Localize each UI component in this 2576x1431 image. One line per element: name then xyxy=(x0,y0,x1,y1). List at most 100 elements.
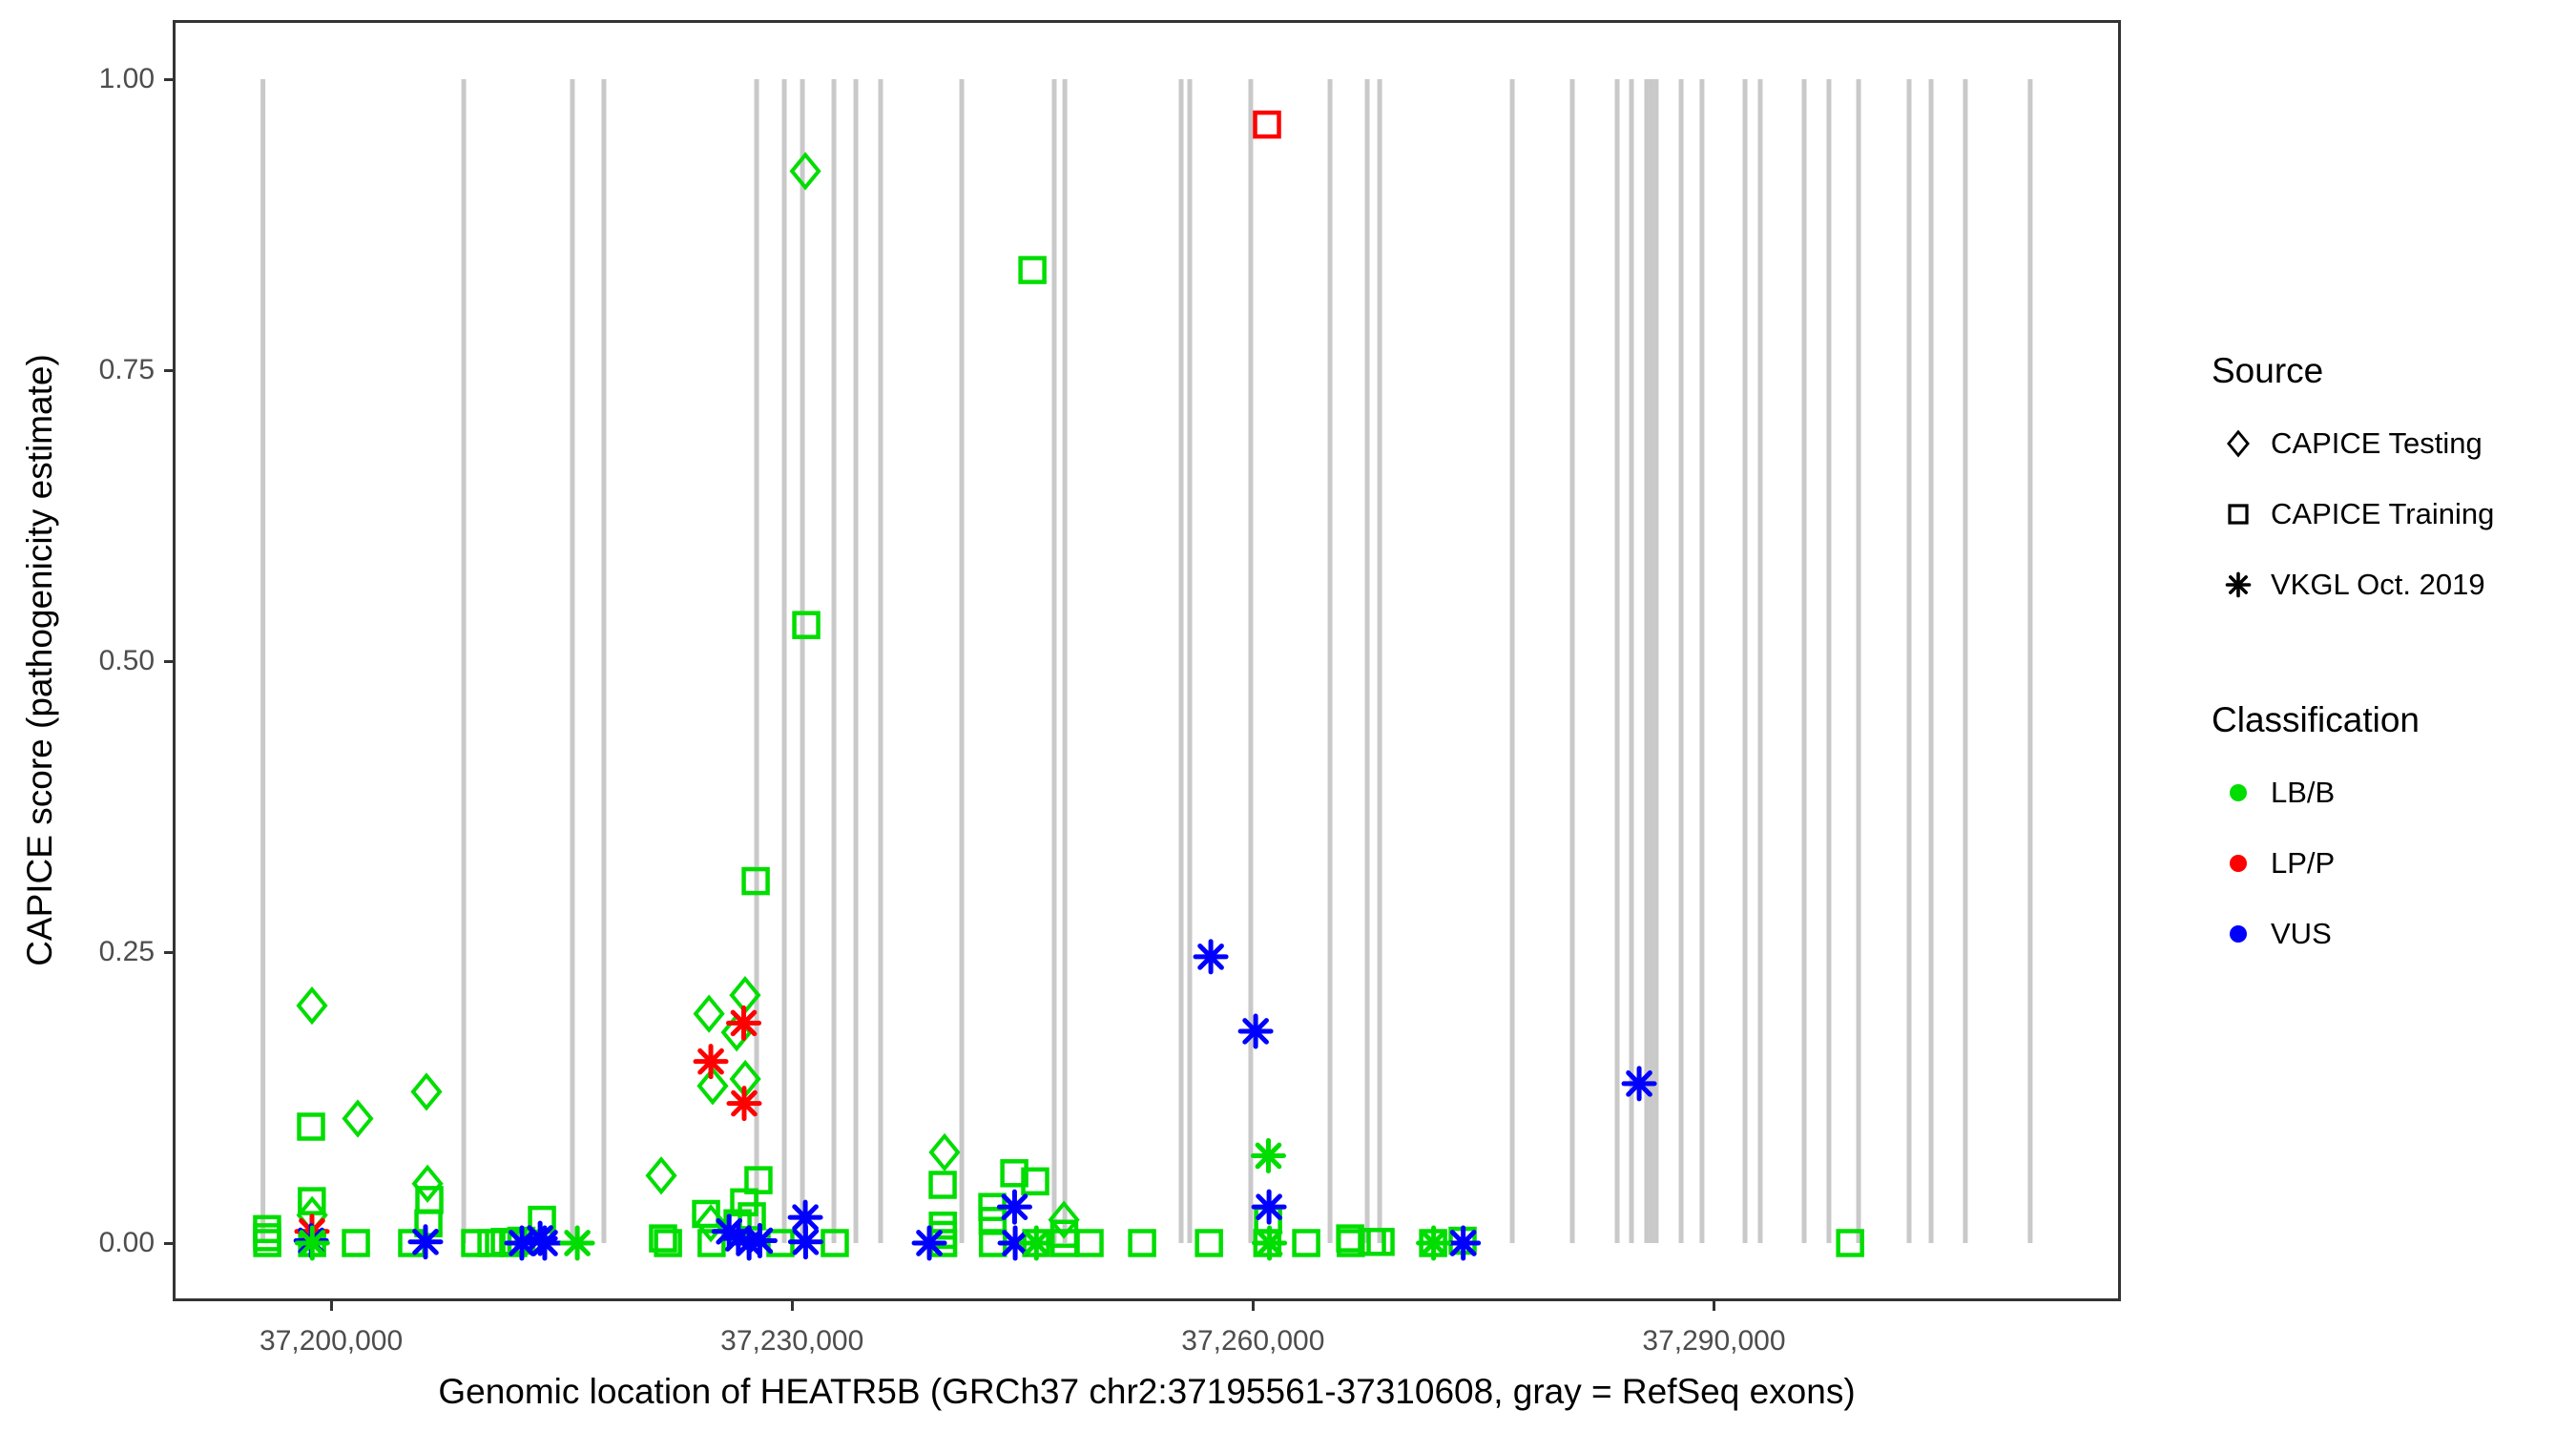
legend-source-rows: CAPICE Testing CAPICE Training VKGL Oct. 2… xyxy=(2212,408,2494,620)
legend-classification-title: Classification xyxy=(2212,700,2420,739)
data-point xyxy=(1836,1229,1864,1257)
x-tick-label: 37,200,000 xyxy=(260,1325,404,1357)
data-point xyxy=(726,1086,762,1122)
data-point xyxy=(928,1211,957,1240)
data-point xyxy=(298,1187,326,1215)
x-tick-mark xyxy=(329,1300,333,1311)
data-point xyxy=(1337,1229,1365,1257)
data-point xyxy=(696,1067,729,1106)
data-point xyxy=(996,1189,1032,1225)
legend-classification-rows: LB/B LP/P VUS xyxy=(2212,757,2420,969)
x-tick-label: 37,260,000 xyxy=(1181,1325,1325,1357)
data-point xyxy=(1075,1229,1104,1257)
legend-item-classification-label: LP/P xyxy=(2271,846,2336,880)
data-point xyxy=(928,1132,961,1172)
data-point xyxy=(411,1164,444,1203)
data-point xyxy=(726,1005,762,1041)
data-point xyxy=(1621,1066,1657,1102)
data-point xyxy=(654,1229,682,1257)
legend-item-asterisk-label: VKGL Oct. 2019 xyxy=(2271,568,2485,601)
data-point xyxy=(692,1199,720,1229)
data-point xyxy=(294,1225,330,1261)
data-point xyxy=(693,1044,729,1080)
data-point xyxy=(1252,1225,1288,1261)
y-tick-mark xyxy=(164,368,175,372)
legend-item-square-icon xyxy=(2212,491,2265,537)
data-point xyxy=(253,1229,281,1257)
data-point xyxy=(645,1156,677,1195)
legend-item-asterisk-icon xyxy=(2212,562,2265,608)
legend-item-square: CAPICE Training xyxy=(2212,479,2494,550)
legend-item-classification-icon xyxy=(2212,840,2265,886)
data-point xyxy=(297,1112,325,1141)
data-point xyxy=(1128,1229,1156,1257)
data-point xyxy=(527,1225,563,1261)
data-point xyxy=(787,1224,823,1260)
x-tick-mark xyxy=(1251,1300,1255,1311)
legend-item-diamond: CAPICE Testing xyxy=(2212,408,2494,479)
x-tick-label: 37,230,000 xyxy=(720,1325,864,1357)
legend-item-classification-label: LB/B xyxy=(2271,776,2336,809)
data-point xyxy=(342,1229,370,1257)
y-tick-mark xyxy=(164,1241,175,1245)
x-tick-label: 37,290,000 xyxy=(1642,1325,1786,1357)
x-tick-mark xyxy=(1712,1300,1715,1311)
data-point xyxy=(1018,256,1047,284)
legend-item-asterisk: VKGL Oct. 2019 xyxy=(2212,550,2494,620)
data-point xyxy=(789,152,821,191)
data-point xyxy=(559,1225,595,1261)
data-point xyxy=(693,994,725,1033)
legend-item-diamond-label: CAPICE Testing xyxy=(2271,426,2483,460)
data-point xyxy=(1253,110,1281,139)
data-point xyxy=(1193,939,1229,975)
data-point xyxy=(461,1229,489,1257)
data-point xyxy=(1445,1225,1482,1261)
data-point xyxy=(928,1171,957,1199)
legend-item-classification-icon xyxy=(2212,911,2265,957)
data-point xyxy=(414,1209,443,1238)
data-point xyxy=(741,866,770,896)
legend-item-classification: LB/B xyxy=(2212,757,2420,828)
data-point xyxy=(792,611,821,639)
data-point xyxy=(1292,1229,1320,1257)
data-point xyxy=(787,1199,823,1235)
data-point xyxy=(741,1223,778,1259)
data-point xyxy=(1250,1138,1286,1173)
legend-source-title: Source xyxy=(2212,351,2324,390)
legend-item-classification-icon xyxy=(2212,770,2265,816)
y-tick-label: 0.00 xyxy=(98,1227,155,1258)
x-tick-mark xyxy=(790,1300,794,1311)
data-point xyxy=(253,1223,281,1252)
data-point xyxy=(1366,1228,1395,1256)
y-tick-mark xyxy=(164,950,175,954)
legend-classification: Classification LB/B LP/P VUS xyxy=(2212,698,2420,969)
y-tick-mark xyxy=(164,659,175,663)
data-point xyxy=(342,1099,374,1138)
data-point xyxy=(737,1202,766,1231)
data-point xyxy=(649,1224,677,1253)
legend-item-classification: LP/P xyxy=(2212,828,2420,899)
legend-item-square-label: CAPICE Training xyxy=(2271,497,2495,530)
y-tick-label: 0.25 xyxy=(98,936,155,967)
data-point xyxy=(1237,1013,1274,1049)
y-tick-label: 0.50 xyxy=(98,645,155,676)
data-point xyxy=(1416,1225,1452,1261)
data-point xyxy=(1021,1167,1049,1196)
y-tick-label: 1.00 xyxy=(98,63,155,94)
data-point xyxy=(296,985,328,1026)
legend-item-classification-label: VUS xyxy=(2271,917,2332,950)
data-point xyxy=(1000,1159,1028,1188)
data-point xyxy=(1018,1225,1054,1261)
legend-item-diamond-icon xyxy=(2212,421,2265,467)
data-point xyxy=(1195,1229,1223,1257)
plot-area xyxy=(253,79,2033,1261)
data-point xyxy=(911,1225,947,1261)
y-tick-label: 0.75 xyxy=(98,354,155,385)
data-point xyxy=(407,1224,444,1260)
data-point xyxy=(410,1072,443,1111)
y-tick-mark xyxy=(164,77,175,81)
data-point xyxy=(1048,1200,1080,1239)
legend-item-classification: VUS xyxy=(2212,899,2420,969)
data-point xyxy=(1251,1189,1287,1225)
